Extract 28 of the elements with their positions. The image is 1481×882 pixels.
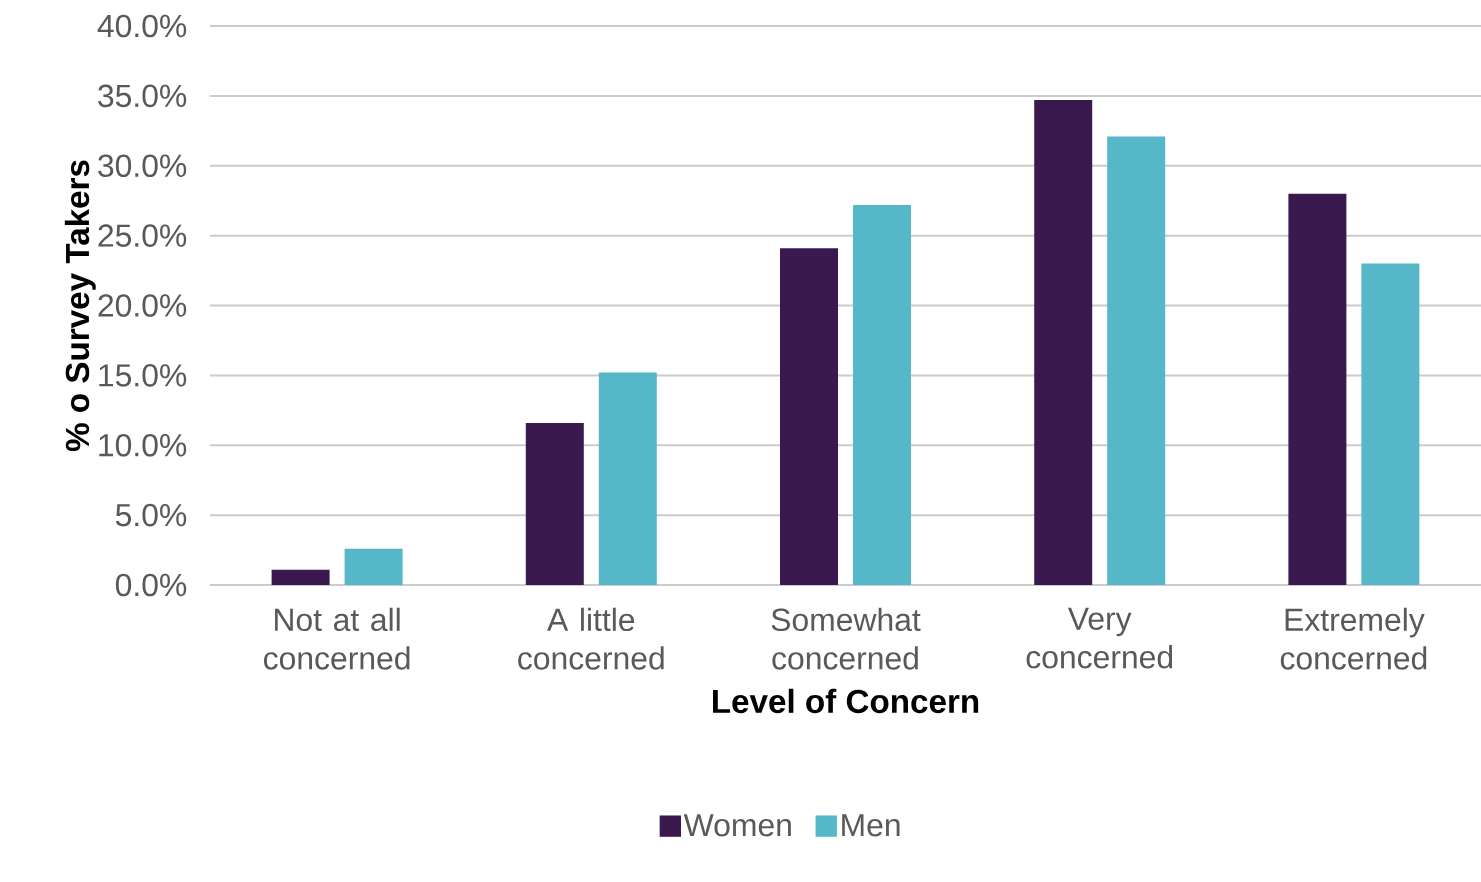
y-tick-label: 35.0% (98, 84, 187, 108)
legend-label: Men (842, 814, 900, 837)
bar (853, 204, 911, 586)
y-tick-label: 15.0% (99, 364, 187, 387)
y-tick-label: 10.0% (99, 433, 187, 457)
y-tick-label: 30.0% (98, 154, 187, 178)
bar (1361, 263, 1420, 586)
x-tick-label: Extremely concerned (1280, 607, 1427, 670)
bar (1288, 193, 1347, 586)
y-axis-title: % o Survey Takers (64, 160, 96, 452)
x-axis-title: Level of Concern (713, 688, 979, 714)
y-tick-label: 20.0% (98, 294, 187, 317)
x-tick-label: Not at all concerned (264, 607, 410, 670)
bar (1107, 136, 1166, 586)
x-tick-label: A little concerned (518, 607, 664, 670)
x-tick-label: Somewhat concerned (771, 607, 921, 670)
legend-label: Women (683, 814, 791, 837)
bar (1034, 100, 1093, 586)
bar (598, 372, 657, 586)
y-tick-label: 0.0% (115, 573, 187, 597)
bar (271, 569, 330, 586)
y-tick-label: 5.0% (115, 503, 187, 527)
x-tick-label: Very concerned (1026, 607, 1173, 669)
y-tick-label: 25.0% (98, 224, 187, 247)
bar (780, 248, 838, 586)
bar (525, 422, 584, 586)
bar (344, 548, 403, 586)
y-tick-label: 40.0% (97, 14, 187, 38)
